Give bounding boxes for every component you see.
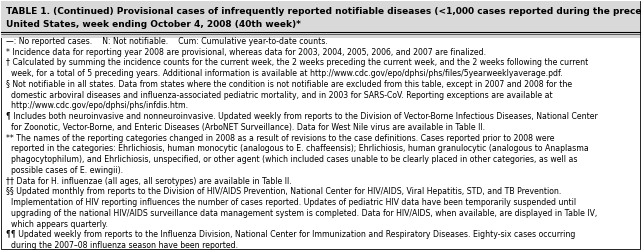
Text: †† Data for H. influenzae (all ages, all serotypes) are available in Table II.: †† Data for H. influenzae (all ages, all…: [6, 177, 292, 186]
Text: ¶¶ Updated weekly from reports to the Influenza Division, National Center for Im: ¶¶ Updated weekly from reports to the In…: [6, 230, 576, 239]
Text: for Zoonotic, Vector-Borne, and Enteric Diseases (ArboNET Surveillance). Data fo: for Zoonotic, Vector-Borne, and Enteric …: [6, 123, 485, 132]
Text: ¶ Includes both neuroinvasive and nonneuroinvasive. Updated weekly from reports : ¶ Includes both neuroinvasive and nonneu…: [6, 112, 598, 121]
Text: phagocytophilum), and Ehrlichiosis, unspecified, or other agent (which included : phagocytophilum), and Ehrlichiosis, unsp…: [6, 155, 578, 164]
Text: § Not notifiable in all states. Data from states where the condition is not noti: § Not notifiable in all states. Data fro…: [6, 80, 572, 89]
Text: week, for a total of 5 preceding years. Additional information is available at h: week, for a total of 5 preceding years. …: [6, 69, 563, 78]
Text: http://www.cdc.gov/epo/dphsi/phs/infdis.htm.: http://www.cdc.gov/epo/dphsi/phs/infdis.…: [6, 102, 188, 110]
Text: —: No reported cases.    N: Not notifiable.    Cum: Cumulative year-to-date coun: —: No reported cases. N: Not notifiable.…: [6, 37, 328, 46]
Text: United States, week ending October 4, 2008 (40th week)*: United States, week ending October 4, 20…: [6, 20, 301, 29]
Text: ** The names of the reporting categories changed in 2008 as a result of revision: ** The names of the reporting categories…: [6, 134, 554, 143]
Text: † Calculated by summing the incidence counts for the current week, the 2 weeks p: † Calculated by summing the incidence co…: [6, 58, 588, 68]
Text: possible cases of E. ewingii).: possible cases of E. ewingii).: [6, 166, 123, 175]
Text: during the 2007–08 influenza season have been reported.: during the 2007–08 influenza season have…: [6, 241, 238, 250]
Text: reported in the categories: Ehrlichiosis, human monocytic (analogous to E. chaff: reported in the categories: Ehrlichiosis…: [6, 144, 588, 154]
Text: §§ Updated monthly from reports to the Division of HIV/AIDS Prevention, National: §§ Updated monthly from reports to the D…: [6, 188, 562, 196]
Text: TABLE 1. (Continued) Provisional cases of infrequently reported notifiable disea: TABLE 1. (Continued) Provisional cases o…: [6, 7, 641, 16]
Bar: [1, 1, 640, 38]
Text: domestic arboviral diseases and influenza-associated pediatric mortality, and in: domestic arboviral diseases and influenz…: [6, 91, 553, 100]
Text: which appears quarterly.: which appears quarterly.: [6, 220, 108, 229]
Text: * Incidence data for reporting year 2008 are provisional, whereas data for 2003,: * Incidence data for reporting year 2008…: [6, 48, 486, 57]
Text: Implementation of HIV reporting influences the number of cases reported. Updates: Implementation of HIV reporting influenc…: [6, 198, 576, 207]
Text: upgrading of the national HIV/AIDS surveillance data management system is comple: upgrading of the national HIV/AIDS surve…: [6, 209, 597, 218]
